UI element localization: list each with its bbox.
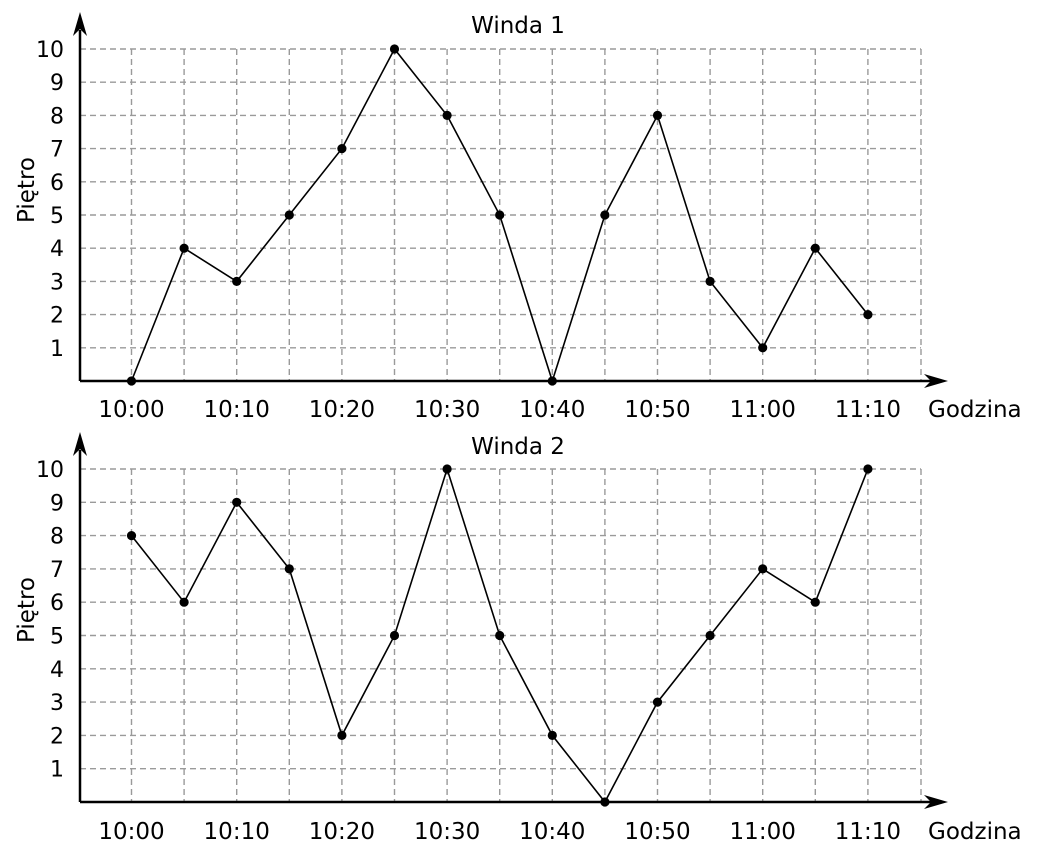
data-point bbox=[232, 276, 242, 286]
data-point bbox=[547, 730, 557, 741]
x-tick-label: 10:00 bbox=[98, 819, 164, 840]
y-tick-label: 3 bbox=[50, 691, 64, 716]
y-tick-label: 6 bbox=[50, 591, 64, 616]
y-axis-arrow bbox=[73, 432, 87, 456]
y-tick-label: 4 bbox=[50, 658, 64, 683]
data-point bbox=[547, 376, 557, 386]
chart-panel-2: 1 2 3 4 5 6 7 8 9 10 10:00 10:10 10:20 10:30 10:40 10:5… bbox=[14, 432, 1022, 844]
data-point bbox=[652, 697, 663, 707]
y-tick-label: 1 bbox=[50, 758, 64, 783]
y-tick-label: 7 bbox=[50, 558, 64, 583]
x-tick-label: 11:00 bbox=[730, 397, 796, 423]
data-point bbox=[284, 210, 294, 220]
x-axis-arrow bbox=[924, 795, 948, 809]
data-point bbox=[600, 210, 610, 220]
y-tick-label: 10 bbox=[36, 458, 64, 483]
data-point bbox=[758, 564, 768, 574]
data-point bbox=[179, 597, 189, 607]
data-point bbox=[284, 564, 294, 574]
y-tick-label: 5 bbox=[50, 204, 64, 229]
x-tick-label: 10:50 bbox=[624, 397, 690, 423]
x-tick-label: 10:20 bbox=[309, 819, 375, 840]
data-point bbox=[179, 243, 189, 253]
data-point bbox=[495, 210, 505, 220]
x-tick-label: 10:30 bbox=[414, 397, 480, 423]
x-axis-label: Godzina bbox=[928, 397, 1022, 423]
y-tick-label: 2 bbox=[50, 304, 64, 329]
data-point bbox=[389, 44, 400, 54]
x-tick-label: 10:30 bbox=[414, 819, 480, 840]
y-tick-label: 9 bbox=[50, 71, 64, 96]
data-point bbox=[337, 730, 347, 741]
data-point bbox=[758, 343, 768, 353]
data-point bbox=[495, 630, 505, 641]
data-point bbox=[863, 310, 873, 320]
x-tick-label: 10:50 bbox=[624, 819, 690, 840]
x-tick-label: 10:10 bbox=[204, 819, 270, 840]
y-tick-label: 9 bbox=[50, 491, 64, 516]
chart-title: Winda 2 bbox=[471, 434, 565, 460]
y-tick-label: 8 bbox=[50, 104, 64, 129]
x-tick-label: 10:40 bbox=[519, 819, 585, 840]
x-axis-arrow bbox=[924, 374, 948, 388]
x-tick-label: 10:40 bbox=[519, 397, 585, 423]
y-tick-label: 2 bbox=[50, 724, 64, 749]
data-point bbox=[705, 276, 715, 286]
data-point bbox=[600, 797, 610, 807]
x-tick-label: 11:10 bbox=[835, 819, 901, 840]
y-axis-label: Piętro bbox=[14, 157, 40, 223]
x-tick-label: 10:00 bbox=[98, 397, 164, 423]
y-tick-label: 7 bbox=[50, 138, 64, 163]
data-point bbox=[126, 531, 137, 541]
grid bbox=[80, 468, 922, 802]
y-tick-label: 1 bbox=[50, 337, 64, 362]
data-point bbox=[652, 110, 663, 120]
y-tick-label: 10 bbox=[36, 38, 64, 63]
data-point bbox=[126, 376, 137, 386]
y-tick-label: 3 bbox=[50, 270, 64, 295]
x-axis-label: Godzina bbox=[928, 819, 1022, 840]
data-point bbox=[863, 464, 873, 474]
y-axis-arrow bbox=[73, 12, 87, 36]
y-axis-label: Piętro bbox=[14, 577, 40, 643]
y-tick-label: 5 bbox=[50, 625, 64, 650]
data-point bbox=[337, 144, 347, 154]
data-point bbox=[389, 630, 400, 641]
chart-title: Winda 1 bbox=[471, 13, 565, 39]
x-tick-label: 10:10 bbox=[204, 397, 270, 423]
data-point bbox=[442, 464, 452, 474]
x-tick-label: 11:00 bbox=[730, 819, 796, 840]
x-tick-label: 11:10 bbox=[835, 397, 901, 423]
data-point bbox=[705, 630, 715, 641]
chart-panel-1: 1 2 3 4 5 6 7 8 9 10 10:00 10:10 10:20 10:30 10:40 10:5… bbox=[14, 12, 1022, 423]
data-point bbox=[810, 597, 820, 607]
data-point bbox=[442, 110, 452, 120]
x-tick-label: 10:20 bbox=[309, 397, 375, 423]
y-tick-label: 8 bbox=[50, 525, 64, 550]
y-tick-label: 4 bbox=[50, 237, 64, 262]
data-point bbox=[810, 243, 820, 253]
data-point bbox=[232, 497, 242, 507]
y-tick-label: 6 bbox=[50, 171, 64, 196]
